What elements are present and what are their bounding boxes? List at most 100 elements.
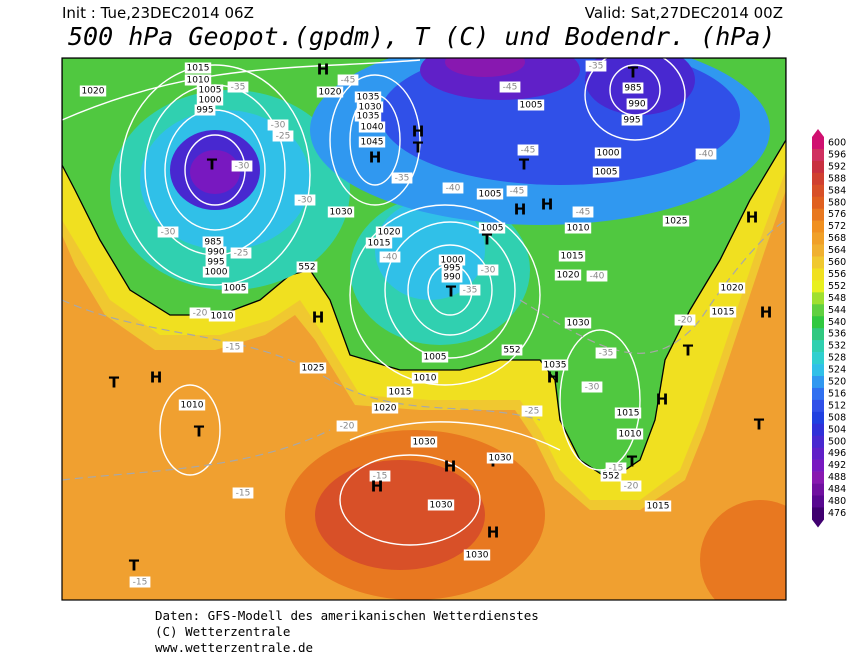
legend-swatch xyxy=(812,459,824,472)
label-bg xyxy=(336,420,358,432)
label-bg xyxy=(459,284,481,296)
legend-label: 548 xyxy=(828,293,846,304)
label-bg xyxy=(354,110,382,122)
label-bg xyxy=(358,136,386,148)
isobar xyxy=(349,421,561,451)
legend-swatch xyxy=(812,268,824,281)
pressure-center: H xyxy=(369,149,382,167)
pressure-center: T xyxy=(628,64,639,82)
legend-swatch xyxy=(812,483,824,496)
label-bg xyxy=(585,60,607,72)
isobar-label: 1020 xyxy=(319,88,342,98)
label-bg xyxy=(621,114,643,126)
legend-swatch xyxy=(812,471,824,484)
legend-swatch xyxy=(812,352,824,365)
label-bg xyxy=(231,160,253,172)
isobar-label: 1015 xyxy=(712,308,735,318)
label-bg xyxy=(410,436,438,448)
label-bg xyxy=(674,314,696,326)
isobar-label: 990 xyxy=(443,273,460,283)
label-bg xyxy=(222,341,244,353)
legend-swatch xyxy=(812,280,824,293)
legend-label: 524 xyxy=(828,365,846,376)
valid-time: Valid: Sat,27DEC2014 00Z xyxy=(585,4,783,22)
label-bg xyxy=(205,246,227,258)
isobar-label: 985 xyxy=(204,238,221,248)
isobar-label: 1020 xyxy=(82,87,105,97)
isobar-label: 1005 xyxy=(520,101,543,111)
isobar-label: 1015 xyxy=(389,388,412,398)
pressure-center: H xyxy=(760,304,773,322)
legend-label: 540 xyxy=(828,317,846,328)
legend-swatch xyxy=(812,172,824,186)
isobar-label: 1035 xyxy=(357,112,380,122)
label-bg xyxy=(196,84,224,96)
temperature-label: -40 xyxy=(446,184,461,194)
temperature-label: -30 xyxy=(585,383,600,393)
footer-line: Daten: GFS-Modell des amerikanischen Wet… xyxy=(155,608,539,623)
legend-swatch xyxy=(812,208,824,221)
label-bg xyxy=(194,104,216,116)
isobar-label: 1030 xyxy=(489,454,512,464)
legend-label: 592 xyxy=(828,161,846,172)
label-bg xyxy=(477,264,499,276)
pressure-center: T xyxy=(413,139,424,157)
isobar-label: 1010 xyxy=(619,430,642,440)
isobar-label: 1005 xyxy=(224,284,247,294)
map-frame xyxy=(61,57,787,601)
label-bg xyxy=(327,206,355,218)
legend-swatch xyxy=(812,304,824,317)
label-bg xyxy=(695,148,717,160)
legend-swatch xyxy=(812,196,824,209)
temperature-label: -20 xyxy=(340,422,355,432)
label-bg xyxy=(369,470,391,482)
legend-arrow-bottom xyxy=(812,519,824,528)
label-bg xyxy=(572,206,594,218)
label-bg xyxy=(365,237,393,249)
label-bg xyxy=(296,261,318,273)
legend-label: 496 xyxy=(828,448,846,459)
color-legend: 6005965925885845805765725685645605565525… xyxy=(812,129,846,528)
label-bg xyxy=(299,362,327,374)
legend-swatch xyxy=(812,220,824,233)
label-bg xyxy=(184,74,212,86)
label-bg xyxy=(622,82,644,94)
label-bg xyxy=(221,282,249,294)
label-bg xyxy=(592,166,620,178)
temperature-label: -45 xyxy=(521,146,536,156)
legend-label: 572 xyxy=(828,221,846,232)
pressure-center: H xyxy=(312,309,325,327)
isobar xyxy=(159,384,221,476)
legend-label: 568 xyxy=(828,233,846,244)
label-bg xyxy=(517,99,545,111)
legend-swatch xyxy=(812,340,824,353)
legend-label: 484 xyxy=(828,484,846,495)
temperature-lines xyxy=(62,219,786,481)
label-bg xyxy=(662,215,690,227)
pressure-center: T xyxy=(683,342,694,360)
field-warm-east xyxy=(700,500,786,600)
temperature-label: -45 xyxy=(341,76,356,86)
isobar-label: 1030 xyxy=(466,551,489,561)
footer-line: (C) Wetterzentrale xyxy=(155,624,290,639)
label-bg xyxy=(232,487,254,499)
label-bg xyxy=(718,282,746,294)
label-bg xyxy=(595,347,617,359)
label-bg xyxy=(272,130,294,142)
pressure-center: H xyxy=(487,524,500,542)
temperature-label: -35 xyxy=(231,83,246,93)
pressure-center: T xyxy=(129,557,140,575)
label-bg xyxy=(620,480,642,492)
label-bg xyxy=(371,402,399,414)
legend-label: 596 xyxy=(828,149,846,160)
isobar-label: 995 xyxy=(196,106,213,116)
temperature-label: -25 xyxy=(276,132,291,142)
label-bg xyxy=(558,250,586,262)
legend-label: 476 xyxy=(828,508,846,519)
label-bg xyxy=(499,81,521,93)
isobar-label: 1000 xyxy=(441,256,464,266)
temperature-label: -30 xyxy=(481,266,496,276)
label-bg xyxy=(411,372,439,384)
label-bg xyxy=(379,251,401,263)
